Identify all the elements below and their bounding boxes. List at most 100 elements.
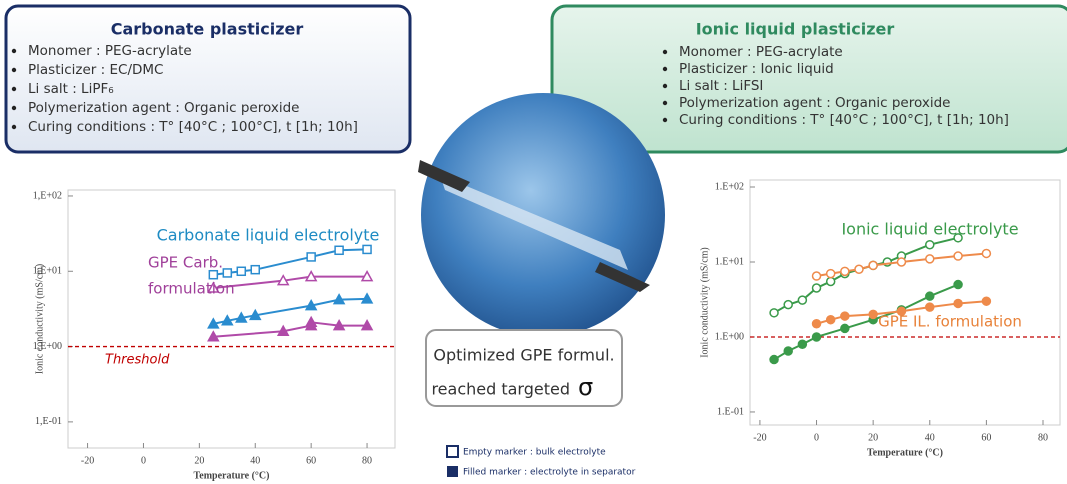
marker (811, 283, 822, 293)
y-tick-label: 1.E-01 (717, 406, 744, 417)
marker (925, 291, 935, 301)
marker (825, 268, 836, 279)
marker (840, 311, 850, 321)
marker (221, 314, 234, 326)
x-axis-label: Temperature (°C) (194, 470, 270, 481)
marker (840, 266, 850, 277)
x-tick-label: 40 (925, 432, 935, 443)
annotation: GPE IL. formulation (878, 313, 1022, 331)
marker (306, 252, 316, 262)
marker (304, 315, 318, 328)
marker (334, 245, 344, 256)
marker (207, 330, 220, 342)
marker (797, 339, 808, 349)
marker (360, 270, 374, 282)
marker (769, 308, 779, 318)
marker (207, 281, 220, 293)
x-tick-label: 20 (868, 432, 878, 443)
y-axis-label: Ionic conductivity (mS/cm) (699, 247, 710, 358)
bullet-text: Plasticizer : EC/DMC (28, 62, 163, 78)
bullet-dot (11, 86, 17, 92)
bullet-dot (662, 100, 668, 106)
bullet-dot (11, 67, 17, 73)
callout-text: reached targeted (431, 380, 570, 399)
bullet-text: Polymerization agent : Organic peroxide (679, 95, 950, 111)
marker (207, 317, 220, 329)
bullet-text: Li salt : LiFSI (679, 78, 763, 94)
bullet-text: Monomer : PEG-acrylate (28, 43, 192, 59)
marker (276, 274, 290, 286)
series-line (213, 275, 368, 289)
threshold-label: Threshold (105, 353, 170, 368)
legend-empty-marker (446, 445, 459, 458)
marker (925, 302, 935, 312)
marker (868, 260, 878, 271)
callout-box (425, 329, 623, 407)
y-axis-label: Ionic conductivity (mS/cm) (34, 264, 45, 375)
marker (825, 276, 836, 287)
bullet-text: Curing conditions : T° [40°C ; 100°C], t… (679, 112, 1009, 128)
marker (236, 266, 247, 277)
marker (825, 314, 836, 325)
bullet-text: Monomer : PEG-acrylate (679, 44, 843, 60)
x-axis-label: Temperature (°C) (867, 447, 943, 458)
film (440, 175, 628, 270)
marker (304, 270, 318, 282)
bullet-dot (662, 49, 668, 55)
marker (811, 271, 822, 281)
marker (953, 233, 963, 243)
right-box (550, 4, 1067, 154)
marker (953, 298, 963, 309)
annotation: GPE Carb. (148, 254, 223, 272)
marker (854, 264, 864, 275)
marker (981, 248, 992, 259)
marker (208, 269, 219, 280)
bullet-text: Li salt : LiPF₆ (28, 81, 114, 97)
x-tick-label: 0 (814, 432, 819, 443)
marker (840, 323, 850, 334)
right-title: Ionic liquid plasticizer (696, 20, 895, 39)
marker (981, 296, 992, 306)
x-tick-label: 80 (1038, 432, 1048, 443)
marker (896, 306, 907, 317)
marker (811, 332, 822, 342)
bullet-text: Curing conditions : T° [40°C ; 100°C], t… (28, 119, 358, 135)
callout-sigma: σ (578, 373, 593, 401)
bullet-text: Plasticizer : Ionic liquid (679, 61, 834, 77)
marker (925, 254, 935, 264)
x-tick-label: 40 (250, 455, 260, 466)
marker (953, 251, 963, 261)
annotation: Ionic liquid electrolyte (841, 220, 1018, 239)
marker (250, 264, 261, 275)
marker (235, 311, 248, 323)
y-tick-label: 1,E+00 (33, 341, 62, 352)
marker (276, 324, 290, 336)
marker (332, 319, 346, 331)
annotation: Carbonate liquid electrolyte (157, 226, 380, 245)
marker (304, 299, 318, 311)
marker (360, 292, 374, 304)
callout-text: Optimized GPE formul. (433, 346, 614, 365)
x-tick-label: -20 (753, 432, 766, 443)
marker (925, 239, 935, 250)
bullet-text: Polymerization agent : Organic peroxide (28, 100, 299, 116)
x-tick-label: 80 (362, 455, 372, 466)
tweezers (418, 160, 650, 292)
bullet-dot (662, 117, 668, 123)
photo (421, 93, 665, 337)
bullet-dot (662, 83, 668, 89)
y-tick-label: 1,E+02 (33, 190, 62, 201)
marker (953, 279, 963, 290)
marker (248, 308, 262, 321)
y-tick-label: 1,E-01 (35, 416, 62, 427)
x-tick-label: 20 (194, 455, 204, 466)
marker (222, 268, 233, 278)
marker (896, 257, 907, 267)
legend-text: Filled marker : electrolyte in separator (463, 468, 636, 478)
marker (811, 319, 822, 329)
marker (868, 309, 878, 320)
marker (332, 293, 346, 305)
y-tick-label: 1.E+00 (715, 331, 744, 342)
y-tick-label: 1,E+01 (33, 266, 62, 277)
